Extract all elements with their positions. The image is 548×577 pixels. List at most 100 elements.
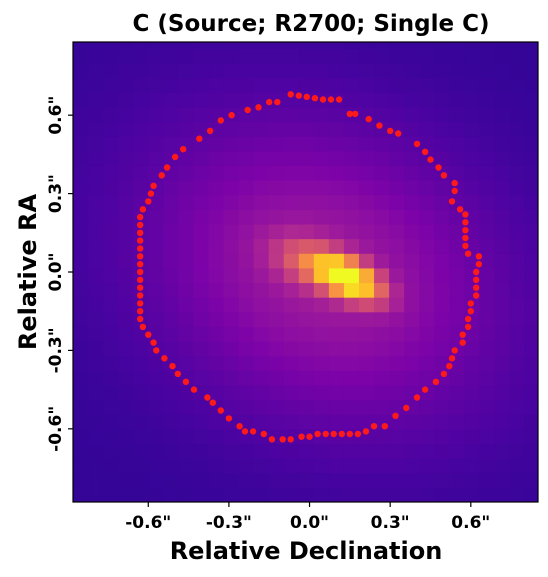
heatmap-cell	[163, 341, 179, 357]
heatmap-cell	[88, 180, 104, 196]
heatmap-cell	[509, 48, 526, 64]
heatmap-cell	[464, 42, 480, 49]
heatmap-cell	[283, 238, 300, 254]
heatmap-cell	[328, 370, 345, 386]
heatmap-cell	[419, 282, 435, 298]
heatmap-cell	[313, 194, 330, 210]
heatmap-cell	[208, 62, 225, 79]
heatmap-cell	[208, 311, 225, 327]
x-tick-label: 0.6"	[451, 513, 490, 533]
contour-point	[464, 323, 472, 331]
heatmap-cell	[389, 282, 405, 298]
heatmap-cell	[238, 77, 255, 93]
heatmap-cell	[479, 77, 496, 93]
heatmap-cell	[328, 414, 345, 430]
heatmap-cell	[283, 297, 300, 313]
heatmap-cell	[358, 458, 375, 474]
heatmap-cell	[328, 136, 345, 152]
contour-point	[206, 127, 214, 135]
heatmap-cell	[118, 267, 134, 284]
heatmap-cell	[479, 355, 496, 371]
heatmap-cell	[479, 443, 496, 459]
y-axis-ticks: 0.6" 0.3" 0.0" -0.3" -0.6"	[46, 96, 73, 452]
heatmap-cell	[524, 92, 538, 108]
heatmap-cell	[178, 62, 195, 79]
heatmap-cell	[358, 238, 375, 254]
heatmap-cell	[358, 42, 375, 49]
heatmap-cell	[509, 384, 526, 401]
heatmap-cell	[479, 106, 496, 123]
heatmap-cell	[374, 77, 390, 93]
heatmap-cell	[464, 223, 480, 240]
heatmap-cell	[494, 92, 511, 108]
heatmap-cell	[449, 443, 465, 459]
heatmap-cell	[208, 48, 225, 64]
heatmap-cell	[133, 42, 149, 49]
heatmap-cell	[464, 194, 480, 210]
contour-point	[150, 339, 157, 346]
heatmap-cell	[449, 62, 465, 79]
heatmap-cell	[73, 165, 89, 181]
heatmap-cell	[509, 42, 526, 49]
heatmap-cell	[223, 297, 240, 313]
heatmap-cell	[223, 48, 240, 64]
heatmap-cell	[283, 223, 300, 240]
heatmap-cell	[494, 267, 511, 284]
contour-point	[451, 347, 458, 354]
heatmap-cell	[193, 443, 210, 459]
heatmap-cell	[343, 92, 360, 108]
heatmap-cell	[404, 62, 420, 79]
heatmap-cell	[73, 267, 89, 284]
heatmap-cell	[148, 77, 164, 93]
heatmap-cell	[419, 77, 435, 93]
y-tick-label: 0.0"	[46, 253, 66, 292]
heatmap-cell	[404, 326, 420, 342]
heatmap-cell	[193, 209, 210, 225]
heatmap-cell	[328, 48, 345, 64]
heatmap-cell	[358, 443, 375, 459]
heatmap-cell	[389, 77, 405, 93]
heatmap-cell	[404, 180, 420, 196]
heatmap-cell	[449, 48, 465, 64]
heatmap-cell	[449, 267, 465, 284]
heatmap-cell	[118, 297, 134, 313]
heatmap-cell	[328, 297, 345, 313]
heatmap-cell	[268, 443, 285, 459]
heatmap-cell	[434, 267, 450, 284]
heatmap-cell	[148, 121, 164, 137]
heatmap-cell	[163, 472, 179, 488]
heatmap-cell	[358, 414, 375, 430]
heatmap-cell	[88, 165, 104, 181]
heatmap-cell	[434, 62, 450, 79]
heatmap-cell	[268, 297, 285, 313]
heatmap-cell	[404, 414, 420, 430]
heatmap-cell	[298, 42, 315, 49]
heatmap-cell	[389, 223, 405, 240]
heatmap-cell	[223, 355, 240, 371]
contour-point	[462, 234, 469, 242]
heatmap-cell	[133, 384, 149, 401]
heatmap-cell	[268, 136, 285, 152]
contour-point	[462, 227, 469, 234]
heatmap-cell	[223, 326, 240, 342]
heatmap-cell	[509, 487, 526, 502]
heatmap-cell	[479, 428, 496, 445]
heatmap-cell	[434, 121, 450, 137]
heatmap-cell	[313, 399, 330, 415]
heatmap-cell	[494, 297, 511, 313]
heatmap-cell	[73, 414, 89, 430]
heatmap-cell	[148, 384, 164, 401]
heatmap-cell	[238, 297, 255, 313]
heatmap-cell	[73, 311, 89, 327]
heatmap-cell	[163, 399, 179, 415]
contour-points	[137, 91, 483, 443]
heatmap-cell	[268, 180, 285, 196]
contour-point	[137, 276, 144, 283]
heatmap-cell	[88, 355, 104, 371]
heatmap-cell	[524, 370, 538, 386]
heatmap-cell	[253, 209, 270, 225]
heatmap-cell	[268, 341, 285, 357]
heatmap-cell	[238, 458, 255, 474]
contour-point	[196, 135, 203, 142]
heatmap-cell	[223, 238, 240, 254]
